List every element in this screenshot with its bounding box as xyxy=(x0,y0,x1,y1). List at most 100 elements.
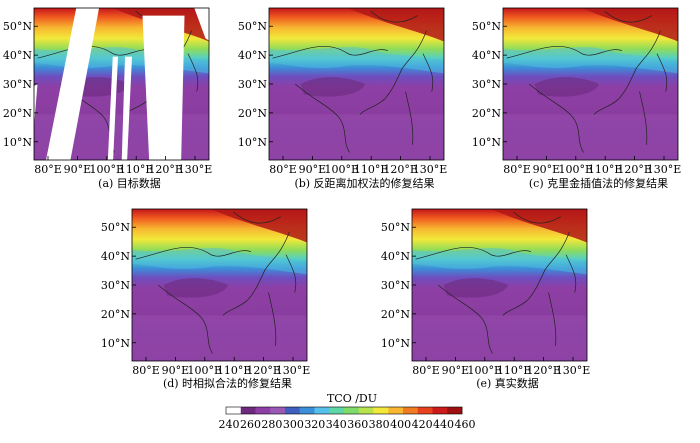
x-tick-label: 130°E xyxy=(413,163,448,176)
panel-e: 10°N 20°N 30°N 40°N 50°N 80°E 90°E100°E110°E12… xyxy=(381,208,591,390)
x-tick-label: 120°E xyxy=(246,364,281,377)
y-tick-label: 40°N xyxy=(381,250,410,263)
colorbar-swatch xyxy=(299,407,315,414)
colorbar-swatch xyxy=(314,407,330,414)
colorbar-swatch xyxy=(388,407,404,414)
colorbar-tick-label: 260 xyxy=(240,418,261,431)
panel-b: 10°N 20°N 30°N 40°N 50°N 80°E 90°E100°E110°E12… xyxy=(238,7,448,190)
x-tick-label: 110°E xyxy=(354,163,389,176)
x-tick-label: 80°E xyxy=(269,163,297,176)
colorbar-swatch xyxy=(255,407,271,414)
x-tick-label: 90°E xyxy=(64,163,92,176)
y-tick-label: 10°N xyxy=(101,337,130,350)
coastline xyxy=(506,10,668,153)
y-tick-label: 30°N xyxy=(101,279,130,292)
colorbar-swatch xyxy=(285,407,301,414)
y-tick-label: 50°N xyxy=(101,221,130,234)
x-tick-label: 110°E xyxy=(217,364,252,377)
colorbar-tick-label: 440 xyxy=(433,418,454,431)
missing-data-strip xyxy=(121,56,132,160)
colorbar-tick-label: 360 xyxy=(347,418,368,431)
y-tick-label: 30°N xyxy=(238,78,267,91)
colorbar-tick-label: 280 xyxy=(261,418,282,431)
y-tick-label: 40°N xyxy=(472,49,501,62)
y-tick-label: 30°N xyxy=(381,279,410,292)
colorbar-swatch xyxy=(226,407,242,414)
missing-data-strip xyxy=(46,8,100,160)
x-tick-label: 100°E xyxy=(90,163,125,176)
x-tick-label: 130°E xyxy=(276,364,311,377)
colorbar-tick-label: 420 xyxy=(412,418,433,431)
panel-caption: (c) 克里金插值法的修复结果 xyxy=(529,176,668,190)
panel-caption: (a) 目标数据 xyxy=(98,176,161,190)
x-tick-label: 100°E xyxy=(559,163,594,176)
y-tick-label: 50°N xyxy=(3,20,32,33)
colorbar-tick-label: 380 xyxy=(369,418,390,431)
missing-data-strip xyxy=(34,84,38,126)
x-tick-label: 90°E xyxy=(442,364,470,377)
colorbar-tick-label: 300 xyxy=(283,418,304,431)
x-tick-label: 120°E xyxy=(148,163,183,176)
colorbar-swatch xyxy=(270,407,286,414)
missing-data-strip xyxy=(194,8,209,41)
coastline xyxy=(415,211,577,354)
colorbar-tick-label: 400 xyxy=(390,418,411,431)
panel-caption: (d) 时相拟合法的修复结果 xyxy=(163,376,292,390)
y-tick-label: 40°N xyxy=(238,49,267,62)
x-tick-label: 110°E xyxy=(119,163,154,176)
x-tick-label: 80°E xyxy=(503,163,531,176)
colorbar-swatch xyxy=(344,407,360,414)
x-tick-label: 100°E xyxy=(188,364,223,377)
y-tick-label: 50°N xyxy=(238,20,267,33)
x-tick-label: 100°E xyxy=(325,163,360,176)
missing-data-strip xyxy=(107,56,118,160)
y-tick-label: 20°N xyxy=(238,107,267,120)
panel-a: 10°N 20°N 30°N 40°N 50°N 80°E 90°E100°E110°E12… xyxy=(3,7,213,190)
y-tick-label: 20°N xyxy=(3,107,32,120)
x-tick-label: 110°E xyxy=(497,364,532,377)
x-tick-label: 120°E xyxy=(526,364,561,377)
x-tick-label: 80°E xyxy=(412,364,440,377)
y-tick-label: 10°N xyxy=(381,337,410,350)
colorbar-title: TCO /DU xyxy=(327,392,377,405)
x-tick-label: 80°E xyxy=(132,364,160,377)
colorbar-swatch xyxy=(432,407,448,414)
colorbar-tick-label: 460 xyxy=(455,418,476,431)
x-tick-label: 120°E xyxy=(617,163,652,176)
y-tick-label: 20°N xyxy=(381,308,410,321)
coastline xyxy=(272,10,434,153)
colorbar-swatch xyxy=(329,407,345,414)
x-tick-label: 120°E xyxy=(383,163,418,176)
panel-d: 10°N 20°N 30°N 40°N 50°N 80°E 90°E100°E110°E12… xyxy=(101,208,311,390)
colorbar-tick-label: 240 xyxy=(219,418,240,431)
panel-caption: (b) 反距离加权法的修复结果 xyxy=(294,176,434,190)
y-tick-label: 10°N xyxy=(472,136,501,149)
colorbar-swatch xyxy=(373,407,389,414)
y-tick-label: 20°N xyxy=(472,107,501,120)
colorbar-swatch xyxy=(417,407,433,414)
y-tick-label: 20°N xyxy=(101,308,130,321)
x-tick-label: 130°E xyxy=(556,364,591,377)
colorbar-swatch xyxy=(358,407,374,414)
x-tick-label: 90°E xyxy=(533,163,561,176)
x-tick-label: 130°E xyxy=(647,163,682,176)
x-tick-label: 90°E xyxy=(162,364,190,377)
colorbar-swatch xyxy=(447,407,463,414)
colorbar-tick-label: 320 xyxy=(304,418,325,431)
y-tick-label: 40°N xyxy=(101,250,130,263)
y-tick-label: 40°N xyxy=(3,49,32,62)
y-tick-label: 10°N xyxy=(3,136,32,149)
colorbar-swatch xyxy=(403,407,419,414)
colorbar-tick-label: 340 xyxy=(326,418,347,431)
coastline xyxy=(135,211,297,354)
x-tick-label: 130°E xyxy=(178,163,213,176)
panel-caption: (e) 真实数据 xyxy=(476,376,539,390)
y-tick-label: 30°N xyxy=(3,78,32,91)
y-tick-label: 50°N xyxy=(472,20,501,33)
y-tick-label: 10°N xyxy=(238,136,267,149)
missing-data-strip xyxy=(142,15,185,160)
y-tick-label: 30°N xyxy=(472,78,501,91)
x-tick-label: 110°E xyxy=(588,163,623,176)
x-tick-label: 100°E xyxy=(468,364,503,377)
